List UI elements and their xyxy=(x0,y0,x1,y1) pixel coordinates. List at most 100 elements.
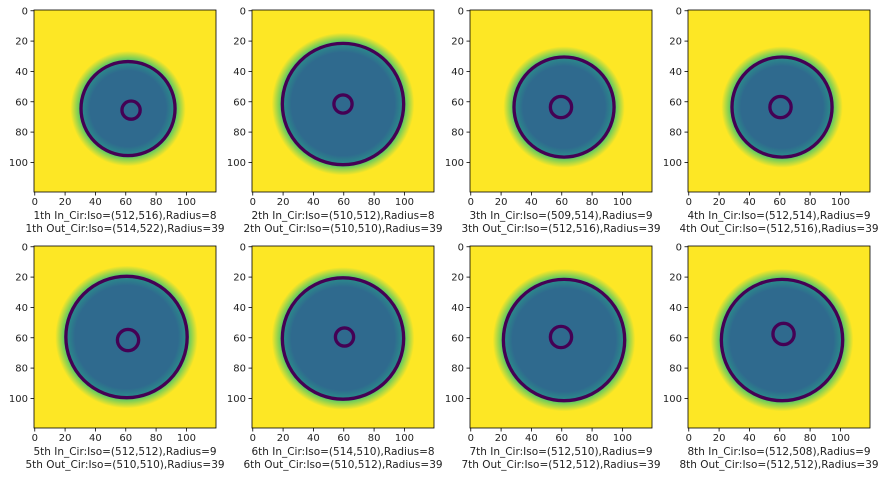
y-tick-label: 20 xyxy=(451,273,464,284)
x-tick-label: 0 xyxy=(250,197,256,208)
x-tick-label: 0 xyxy=(250,433,256,444)
ring-glow xyxy=(55,265,198,409)
x-tick-label: 20 xyxy=(713,197,726,208)
subplot-1: 0 20 40 60 80 100 0 20 40 60 80 100 1th In_Cir:Iso=(… xyxy=(9,6,225,235)
subplot-4: 0 20 40 60 80 100 0 20 40 60 80 100 4th In_Cir:Iso=(… xyxy=(663,6,879,235)
x-tick-label: 100 xyxy=(177,433,196,444)
axes-frame xyxy=(687,245,871,429)
ring-glow xyxy=(503,46,625,168)
y-tick-label: 40 xyxy=(15,303,28,314)
y-tick-label: 20 xyxy=(669,273,682,284)
x-tick-label: 0 xyxy=(32,197,38,208)
heatmap-image xyxy=(470,10,652,192)
caption-line-1: 2th In_Cir:Iso=(510,512),Radius=8 xyxy=(251,210,434,222)
y-tick-label: 60 xyxy=(669,333,682,344)
subplot-5: 0 20 40 60 80 100 0 20 40 60 80 100 5th In_Cir:Iso=(… xyxy=(9,242,225,471)
y-tick-label: 40 xyxy=(15,67,28,78)
x-tick-label: 40 xyxy=(89,197,102,208)
y-tick-label: 20 xyxy=(15,273,28,284)
y-tick-label: 100 xyxy=(227,158,246,169)
x-tick-label: 40 xyxy=(89,433,102,444)
inner-circle xyxy=(548,94,574,120)
ring-glow xyxy=(492,268,636,412)
inner-circle xyxy=(333,326,356,348)
caption-line-2: 1th Out_Cir:Iso=(514,522),Radius=39 xyxy=(25,223,224,235)
caption-line-2: 2th Out_Cir:Iso=(510,510),Radius=39 xyxy=(243,223,442,235)
ring-glow xyxy=(721,46,843,168)
y-tick-label: 100 xyxy=(663,394,682,405)
heatmap-image xyxy=(34,10,216,192)
x-tick-label: 40 xyxy=(307,197,320,208)
x-tick-label: 80 xyxy=(804,433,817,444)
x-tick-label: 80 xyxy=(368,197,381,208)
x-tick-label: 0 xyxy=(468,433,474,444)
x-tick-label: 40 xyxy=(525,197,538,208)
y-tick-label: 0 xyxy=(240,6,246,17)
y-tick-label: 80 xyxy=(669,128,682,139)
x-tick-label: 80 xyxy=(150,433,163,444)
heatmap-image xyxy=(252,10,434,192)
inner-circle xyxy=(120,99,142,121)
outer-circle xyxy=(501,277,627,403)
y-tick-label: 60 xyxy=(233,333,246,344)
x-tick-label: 20 xyxy=(713,433,726,444)
x-tick-label: 80 xyxy=(804,197,817,208)
x-tick-label: 40 xyxy=(743,433,756,444)
x-tick-label: 60 xyxy=(337,433,350,444)
caption-line-2: 7th Out_Cir:Iso=(512,512),Radius=39 xyxy=(461,459,660,471)
y-tick-label: 80 xyxy=(233,128,246,139)
y-tick-label: 100 xyxy=(663,158,682,169)
x-tick-label: 20 xyxy=(59,197,72,208)
x-tick-label: 100 xyxy=(613,433,632,444)
subplot-2: 0 20 40 60 80 100 0 20 40 60 80 100 2th In_Cir:Iso=(… xyxy=(227,6,443,235)
y-tick-label: 0 xyxy=(240,242,246,253)
x-tick-label: 60 xyxy=(119,433,132,444)
y-tick-label: 60 xyxy=(451,97,464,108)
inner-circle xyxy=(332,93,354,115)
x-tick-label: 60 xyxy=(555,197,568,208)
subplot-3: 0 20 40 60 80 100 0 20 40 60 80 100 3th In_Cir:Iso=(… xyxy=(445,6,661,235)
axes-frame xyxy=(687,9,871,193)
y-tick-label: 40 xyxy=(451,67,464,78)
ring-glow xyxy=(710,268,854,412)
caption-line-2: 4th Out_Cir:Iso=(512,516),Radius=39 xyxy=(679,223,878,235)
ring-glow xyxy=(70,50,186,167)
x-tick-label: 80 xyxy=(586,433,599,444)
outer-circle xyxy=(719,277,845,403)
inner-circle xyxy=(768,94,793,120)
y-tick-label: 100 xyxy=(9,394,28,405)
y-tick-label: 80 xyxy=(669,364,682,375)
caption-line-1: 7th In_Cir:Iso=(512,510),Radius=9 xyxy=(469,446,652,458)
y-tick-label: 20 xyxy=(451,37,464,48)
outer-circle xyxy=(280,41,406,167)
y-tick-label: 80 xyxy=(451,364,464,375)
y-tick-label: 100 xyxy=(9,158,28,169)
y-tick-label: 0 xyxy=(676,6,682,17)
x-tick-label: 60 xyxy=(555,433,568,444)
y-tick-label: 20 xyxy=(233,37,246,48)
x-tick-label: 40 xyxy=(525,433,538,444)
y-tick-label: 80 xyxy=(233,364,246,375)
x-tick-label: 0 xyxy=(468,197,474,208)
caption-line-1: 3th In_Cir:Iso=(509,514),Radius=9 xyxy=(469,210,652,222)
y-tick-label: 100 xyxy=(227,394,246,405)
heatmap-image xyxy=(34,246,216,428)
outer-circle xyxy=(512,55,616,159)
x-tick-label: 40 xyxy=(743,197,756,208)
caption-line-1: 8th In_Cir:Iso=(512,508),Radius=9 xyxy=(687,446,870,458)
x-tick-label: 0 xyxy=(686,433,692,444)
y-tick-label: 40 xyxy=(233,303,246,314)
y-tick-label: 0 xyxy=(458,242,464,253)
x-tick-label: 20 xyxy=(495,197,508,208)
x-tick-label: 100 xyxy=(395,433,414,444)
y-tick-label: 40 xyxy=(669,67,682,78)
heatmap-image xyxy=(252,246,434,428)
y-tick-label: 60 xyxy=(15,97,28,108)
outer-circle xyxy=(79,59,177,158)
x-tick-label: 80 xyxy=(150,197,163,208)
x-tick-label: 20 xyxy=(59,433,72,444)
y-tick-label: 0 xyxy=(458,6,464,17)
axes-frame xyxy=(251,9,435,193)
